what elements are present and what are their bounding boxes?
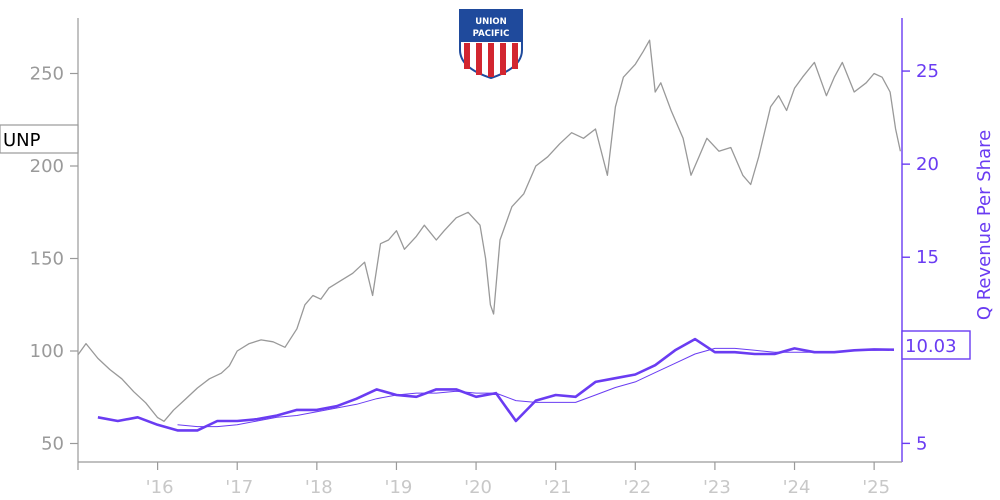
ticker-box — [0, 124, 79, 154]
left-tick-label: 200 — [30, 156, 64, 177]
x-tick-label: '24 — [783, 477, 811, 498]
x-tick-label: '22 — [623, 477, 651, 498]
left-tick-label: 150 — [30, 249, 64, 270]
logo-top-band — [461, 11, 521, 42]
x-tick-label: '16 — [146, 477, 174, 498]
x-tick-label: '19 — [385, 477, 413, 498]
x-tick-label: '25 — [862, 477, 890, 498]
union-pacific-logo: UNION PACIFIC — [459, 9, 523, 80]
x-tick-label: '17 — [225, 477, 253, 498]
last-value-box — [901, 330, 971, 360]
right-tick-label: 15 — [916, 247, 939, 268]
x-tick-label: '18 — [305, 477, 333, 498]
left-ticks: 50 100 150 200 250 — [30, 64, 78, 455]
revenue-line — [97, 337, 895, 432]
logo-text-line1: UNION — [475, 17, 507, 27]
ticker-badge: UNP — [0, 124, 79, 154]
ticker-label: UNP — [3, 130, 41, 151]
logo-stripes — [464, 43, 518, 77]
right-axis-label: Q Revenue Per Share — [974, 130, 995, 320]
right-tick-label: 20 — [916, 154, 939, 175]
logo-text-line2: PACIFIC — [473, 29, 510, 39]
right-tick-label: 5 — [916, 433, 927, 454]
x-ticks: '16 '17 '18 '19 '20 '21 '22 '23 '24 '25 — [77, 462, 890, 498]
price-line — [77, 39, 902, 422]
last-value-badge: 10.03 — [901, 330, 971, 360]
x-tick-label: '21 — [544, 477, 572, 498]
x-tick-label: '20 — [464, 477, 492, 498]
left-tick-label: 50 — [41, 434, 64, 455]
revenue-trend-line — [177, 347, 895, 428]
left-tick-label: 100 — [30, 341, 64, 362]
x-tick-label: '23 — [703, 477, 731, 498]
series-layer — [77, 39, 902, 432]
left-tick-label: 250 — [30, 64, 64, 85]
right-ticks: 510152025 — [902, 61, 939, 454]
right-tick-label: 25 — [916, 61, 939, 82]
last-value-label: 10.03 — [905, 336, 957, 357]
